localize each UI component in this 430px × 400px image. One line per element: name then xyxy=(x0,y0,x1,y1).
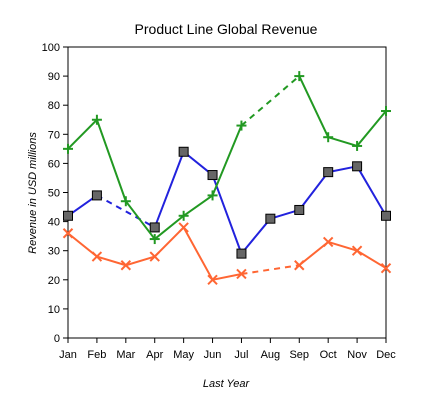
x-tick-label: Feb xyxy=(87,349,106,361)
y-tick-label: 50 xyxy=(48,188,60,200)
y-tick-label: 80 xyxy=(48,100,60,112)
series-2-point xyxy=(322,236,334,248)
y-axis-label: Revenue in USD millions xyxy=(27,132,39,254)
series-1-point xyxy=(207,190,218,201)
series-1-segment xyxy=(182,194,214,217)
series-2-point xyxy=(351,245,363,256)
series-2-point xyxy=(294,260,305,271)
series-1-point xyxy=(120,196,131,207)
y-tick-label: 30 xyxy=(48,246,60,258)
x-tick-label: Oct xyxy=(320,349,337,361)
series-2-point xyxy=(207,274,218,286)
series-1-segment xyxy=(211,124,243,197)
y-tick-label: 40 xyxy=(48,217,60,229)
series-1-segment xyxy=(95,118,127,203)
series-0-segment xyxy=(211,174,243,255)
series-1-point xyxy=(236,120,247,131)
series-2-point xyxy=(236,268,247,280)
y-axis-ticks: 0 10 20 30 40 50 60 70 80 90 100 xyxy=(42,42,68,345)
y-tick-label: 100 xyxy=(42,42,60,54)
x-tick-label: Nov xyxy=(347,349,367,361)
y-tick-label: 90 xyxy=(48,71,60,83)
y-tick-label: 60 xyxy=(48,158,60,170)
series-1-segment xyxy=(153,214,185,241)
series-2-segment xyxy=(153,226,185,258)
y-tick-label: 0 xyxy=(54,333,60,345)
series-1-segment xyxy=(124,200,156,241)
series-layer xyxy=(62,71,392,286)
series-0-segment xyxy=(153,150,185,229)
series-1-dashed-segment xyxy=(240,75,300,127)
series-1-segment xyxy=(298,75,330,139)
series-0-point xyxy=(207,170,218,181)
x-tick-label: Aug xyxy=(261,349,281,361)
series-0-segment xyxy=(298,171,330,211)
x-tick-label: Jan xyxy=(59,349,77,361)
series-1-segment xyxy=(67,118,98,150)
series-0-point xyxy=(91,190,102,201)
plot-area-frame xyxy=(67,46,387,339)
x-axis-label: Last Year xyxy=(203,378,251,390)
series-2-point xyxy=(91,251,103,262)
series-0-point xyxy=(236,248,247,259)
series-0-dashed-segment xyxy=(96,194,156,229)
series-2-segment xyxy=(95,255,127,267)
x-tick-label: Jun xyxy=(204,349,222,361)
series-0-segment xyxy=(356,165,387,217)
series-0-point xyxy=(352,161,363,172)
x-tick-label: Sep xyxy=(289,349,309,361)
series-0-point xyxy=(381,210,391,221)
series-0-point xyxy=(178,146,189,157)
x-tick-label: Dec xyxy=(376,349,396,361)
series-2-segment xyxy=(327,240,359,252)
series-2-point xyxy=(380,262,392,274)
series-2-dashed-segment xyxy=(241,264,300,275)
series-1-segment xyxy=(356,110,387,147)
series-1-point xyxy=(63,143,73,154)
y-tick-label: 20 xyxy=(48,275,60,287)
series-1-point xyxy=(149,234,160,245)
series-0-point xyxy=(265,213,276,224)
series-1-point xyxy=(294,71,305,82)
x-tick-label: Apr xyxy=(146,349,163,361)
series-0-point xyxy=(294,204,305,215)
series-2 xyxy=(62,222,392,286)
x-axis-ticks: Jan Feb Mar Apr May Jun Jul Aug Sep Oct Nov Dec xyxy=(59,338,396,361)
y-tick-label: 10 xyxy=(48,304,60,316)
series-2-point xyxy=(178,222,189,233)
series-0 xyxy=(63,146,391,259)
series-1-point xyxy=(178,210,189,221)
series-0-point xyxy=(63,210,73,221)
y-tick-label: 70 xyxy=(48,129,60,141)
series-2-segment xyxy=(356,249,387,270)
series-2-segment xyxy=(211,272,243,281)
x-tick-label: Mar xyxy=(116,349,135,361)
series-2-point xyxy=(149,251,160,262)
series-1-point xyxy=(91,114,102,125)
series-1 xyxy=(63,71,391,245)
series-0-point xyxy=(323,167,334,178)
series-0-segment xyxy=(240,217,272,255)
x-tick-label: Jul xyxy=(234,349,248,361)
series-1-segment xyxy=(327,136,359,147)
series-1-point xyxy=(323,132,334,143)
series-2-point xyxy=(120,260,132,271)
series-1-point xyxy=(352,140,363,151)
x-tick-label: May xyxy=(173,349,194,361)
series-2-segment xyxy=(182,226,214,281)
series-0-point xyxy=(149,222,160,233)
series-2-point xyxy=(62,228,74,239)
series-1-point xyxy=(381,106,391,117)
chart-title: Product Line Global Revenue xyxy=(135,21,318,37)
series-2-segment xyxy=(124,255,156,267)
